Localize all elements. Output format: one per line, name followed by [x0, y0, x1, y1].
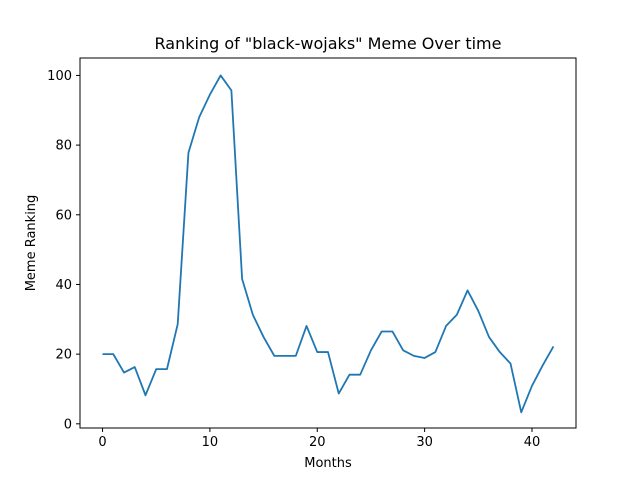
- y-tick-label: 0: [64, 417, 72, 432]
- series-line-0: [102, 74, 555, 414]
- x-tick-label: 20: [309, 435, 326, 450]
- x-tick-label: 40: [524, 435, 541, 450]
- x-axis-label: Months: [304, 456, 352, 471]
- y-tick-label: 20: [55, 348, 72, 363]
- plot-area: [102, 74, 555, 414]
- y-axis-label: Meme Ranking: [24, 195, 39, 292]
- y-tick-label: 80: [55, 139, 72, 154]
- y-axis: 0 20 40 60 80 100: [47, 69, 80, 432]
- chart-title: Ranking of "black-wojaks" Meme Over time: [155, 34, 502, 53]
- y-tick-label: 60: [55, 208, 72, 223]
- x-axis: 0 10 20 30 40: [98, 428, 540, 450]
- x-tick-label: 10: [202, 435, 219, 450]
- x-tick-label: 30: [416, 435, 433, 450]
- plot-frame: [79, 57, 577, 429]
- y-tick-label: 100: [47, 69, 72, 84]
- y-tick-label: 40: [55, 278, 72, 293]
- x-tick-label: 0: [98, 435, 106, 450]
